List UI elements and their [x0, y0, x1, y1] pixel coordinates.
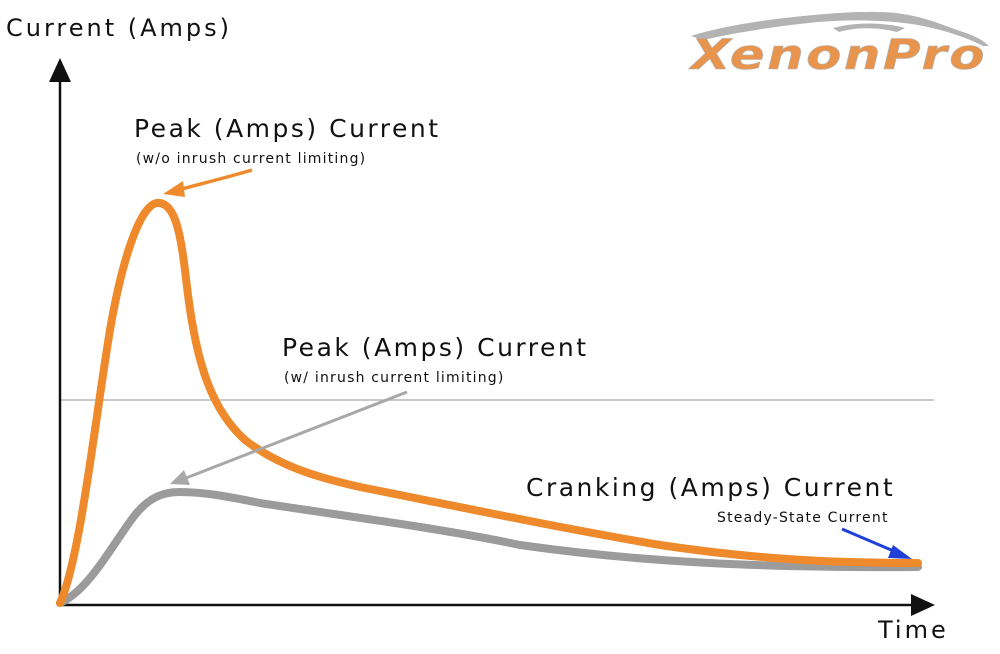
cranking-title: Cranking (Amps) Current: [526, 473, 896, 502]
y-axis-label: Current (Amps): [6, 14, 233, 42]
current-curve-without-limiting: [56, 199, 922, 607]
peak-no-limit-arrow-head: [163, 181, 185, 197]
steady-state-subtitle: Steady-State Current: [717, 510, 889, 526]
peak-with-limit-arrow-head: [170, 470, 190, 485]
peak-with-limit-title: Peak (Amps) Current: [282, 333, 589, 362]
peak-no-limit-subtitle: (w/o inrush current limiting): [136, 151, 367, 167]
steady-state-arrow-shaft: [841, 527, 897, 554]
y-axis-arrowhead: [49, 58, 71, 82]
peak-with-limit-subtitle: (w/ inrush current limiting): [284, 370, 505, 386]
peak-no-limit-arrow-shaft: [177, 168, 253, 192]
xenonpro-logo: XenonPro: [687, 11, 989, 76]
peak-no-limit-title: Peak (Amps) Current: [134, 114, 441, 143]
x-axis-arrowhead: [911, 594, 935, 616]
peak-with-limit-arrow-shaft: [185, 390, 408, 480]
current-curve-with-limiting: [56, 487, 922, 607]
car-silhouette-icon: [691, 11, 989, 46]
steady-state-arrow-head: [888, 545, 912, 559]
logo-text: XenonPro: [687, 30, 987, 76]
x-axis-label: Time: [878, 616, 949, 644]
